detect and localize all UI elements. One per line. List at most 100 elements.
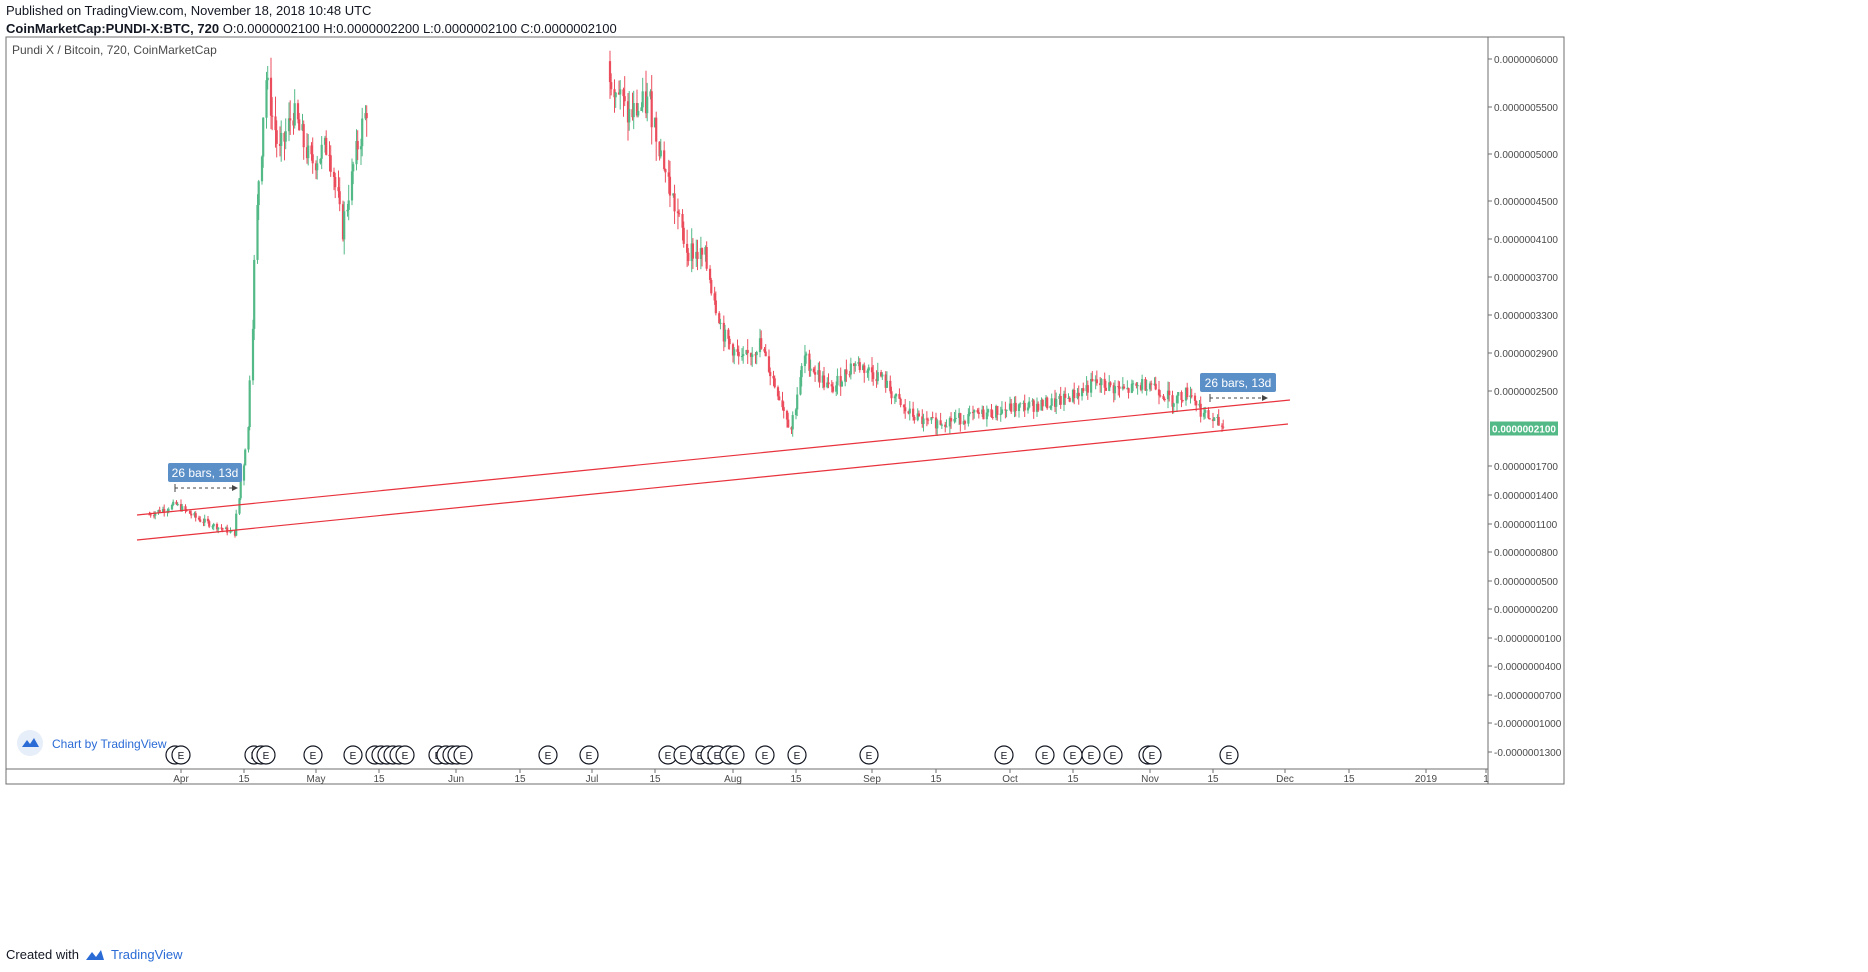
candle-body xyxy=(673,193,676,212)
candle-body xyxy=(667,172,670,177)
candle-body xyxy=(940,424,943,426)
footer-brand[interactable]: TradingView xyxy=(110,947,183,962)
earnings-marker-icon[interactable] xyxy=(538,745,558,765)
earnings-marker-icon[interactable] xyxy=(725,745,745,765)
candle-body xyxy=(619,89,622,95)
candle-body xyxy=(866,370,869,373)
candle-body xyxy=(1104,387,1108,391)
earnings-marker-icon[interactable] xyxy=(859,745,879,765)
candle-body xyxy=(719,322,722,324)
candle-body xyxy=(785,410,789,420)
candle-body xyxy=(1195,400,1198,406)
last-price-bg xyxy=(1490,421,1558,436)
candle-body xyxy=(714,300,717,314)
earnings-marker-label: E xyxy=(697,751,704,762)
time-tick-label: 15 xyxy=(649,774,661,785)
candle-body xyxy=(931,417,934,419)
candle-body xyxy=(1190,395,1193,397)
earnings-marker-icon[interactable] xyxy=(755,745,775,765)
earnings-marker-icon[interactable] xyxy=(453,745,473,765)
candle-body xyxy=(710,279,713,294)
time-axis[interactable]: Apr 15 May 15 Jun 15 Jul 15 Aug 15 Sep 15 Oct 15 Nov 15… xyxy=(173,769,1489,785)
candle-body xyxy=(690,243,693,262)
price-tick-label: 0.0000004100 xyxy=(1494,235,1558,246)
earnings-marker-icon[interactable] xyxy=(343,745,363,765)
earnings-markers[interactable]: EEEEEEEEEEEEEEEEEEEEEEEEEEEEEEEEEEEEEE xyxy=(165,745,1239,765)
candle-body xyxy=(921,416,924,424)
candle-body xyxy=(1099,383,1102,386)
tradingview-watermark[interactable]: Chart by TradingView xyxy=(17,730,167,756)
candle-body xyxy=(700,248,704,255)
earnings-marker-icon[interactable] xyxy=(256,745,276,765)
candle-body xyxy=(1172,403,1175,407)
time-tick-label: Nov xyxy=(1141,774,1159,785)
candle-body xyxy=(179,504,183,511)
candle-body xyxy=(1180,391,1183,401)
candle-body xyxy=(257,181,260,206)
earnings-marker-icon[interactable] xyxy=(1219,745,1239,765)
time-tick-label: 15 xyxy=(790,774,802,785)
lower-trendline[interactable] xyxy=(136,423,1289,541)
earnings-marker-icon[interactable] xyxy=(994,745,1014,765)
trendlines-layer[interactable] xyxy=(136,399,1291,541)
earnings-marker-icon[interactable] xyxy=(1081,745,1101,765)
earnings-marker-icon[interactable] xyxy=(1035,745,1055,765)
candle-body xyxy=(733,349,736,356)
price-axis[interactable]: 0.0000006000 0.0000005500 0.0000005000 0.00… xyxy=(1488,55,1562,759)
earnings-marker-icon[interactable] xyxy=(171,745,191,765)
upper-trendline[interactable] xyxy=(136,399,1291,516)
candle-body xyxy=(220,527,223,529)
earnings-marker-icon[interactable] xyxy=(579,745,599,765)
candle-body xyxy=(152,515,156,517)
earnings-marker-icon[interactable] xyxy=(1142,745,1162,765)
candle-body xyxy=(976,410,979,413)
candle-body xyxy=(799,377,802,395)
candle-body xyxy=(316,163,319,171)
candle-body xyxy=(867,367,870,371)
candle-body xyxy=(194,513,197,518)
candle-body xyxy=(310,145,313,155)
candle-body xyxy=(695,251,698,259)
earnings-marker-icon[interactable] xyxy=(395,745,415,765)
candle-body xyxy=(1050,398,1053,406)
candle-body xyxy=(233,530,237,536)
time-tick-label: 15 xyxy=(930,774,942,785)
time-tick-label: Dec xyxy=(1276,774,1294,785)
candle-body xyxy=(260,156,264,182)
candle-body xyxy=(1109,382,1112,386)
candle-body xyxy=(365,113,368,119)
candle-body xyxy=(296,103,300,120)
time-tick-label: 15 xyxy=(238,774,250,785)
earnings-marker-icon[interactable] xyxy=(787,745,807,765)
candle-body xyxy=(224,527,228,530)
candle-body xyxy=(659,150,662,157)
earnings-marker-icon[interactable] xyxy=(303,745,323,765)
earnings-marker-icon[interactable] xyxy=(1103,745,1123,765)
time-tick-label: May xyxy=(307,774,326,785)
candle-body xyxy=(610,82,613,90)
candle-body xyxy=(655,117,658,142)
candle-body xyxy=(767,356,771,372)
candle-body xyxy=(863,365,866,373)
tradingview-logo-icon xyxy=(17,730,43,756)
candle-body xyxy=(898,393,901,399)
earnings-marker-label: E xyxy=(1070,751,1077,762)
candle-body xyxy=(840,381,844,387)
price-chart[interactable]: Pundi X / Bitcoin, 720, CoinMarketCap 0.… xyxy=(0,0,1868,940)
candle-body xyxy=(352,164,355,172)
candle-body xyxy=(808,353,811,371)
earnings-marker-label: E xyxy=(460,751,467,762)
candle-body xyxy=(166,510,169,512)
candle-body xyxy=(1035,403,1039,412)
candle-body xyxy=(1117,386,1120,388)
candle-body xyxy=(1186,387,1189,398)
candle-body xyxy=(812,368,815,373)
range-arrow-head-icon xyxy=(1262,395,1268,401)
candle-body xyxy=(364,113,367,119)
time-tick-label: 15 xyxy=(373,774,385,785)
candle-body xyxy=(890,391,893,399)
candle-body xyxy=(641,91,644,108)
candle-body xyxy=(1139,385,1143,390)
candle-body xyxy=(1023,402,1026,411)
candle-body xyxy=(1130,383,1133,393)
